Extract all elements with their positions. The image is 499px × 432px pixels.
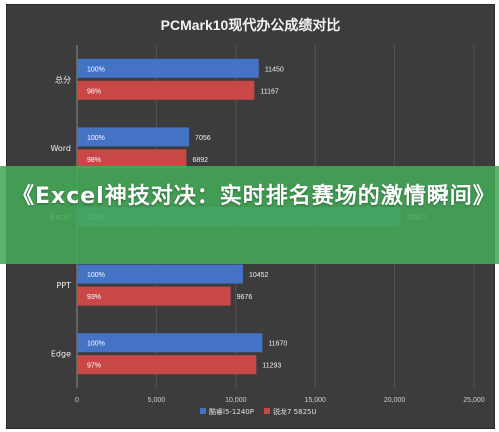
bar [77, 333, 263, 353]
x-tick-label: 15,000 [304, 397, 326, 404]
x-tick-label: 20,000 [384, 397, 406, 404]
category-label: 总分 [55, 74, 71, 84]
x-tick-label: 25,000 [463, 397, 485, 404]
legend-swatch [264, 408, 270, 414]
bar [77, 149, 187, 169]
bar [77, 127, 190, 147]
category-label: Word [50, 144, 71, 153]
bar-percent-label: 100% [87, 341, 105, 348]
category-label: PPT [56, 281, 71, 290]
legend-label: 酷睿i5-1240P [209, 407, 254, 416]
legend-label: 锐龙7 5825U [273, 407, 317, 416]
bar [77, 286, 231, 306]
x-tick-label: 0 [75, 397, 79, 404]
chart-title: PCMark10现代办公成绩对比 [160, 17, 341, 33]
bar [77, 264, 243, 284]
bar-percent-label: 93% [87, 294, 101, 301]
bar-value-label: 11670 [268, 341, 287, 348]
bar-value-label: 9676 [237, 294, 253, 301]
bar-percent-label: 97% [87, 363, 101, 370]
bar-percent-label: 98% [87, 157, 101, 164]
bar-percent-label: 100% [87, 66, 105, 73]
bar-percent-label: 100% [87, 135, 105, 142]
bar-percent-label: 98% [87, 88, 101, 95]
overlay-banner: 《Excel神技对决：实时排名赛场的激情瞬间》 [0, 166, 499, 264]
bar [77, 58, 259, 78]
bar-value-label: 11450 [265, 66, 284, 73]
bar-value-label: 11167 [260, 88, 279, 95]
category-label: Edge [51, 350, 71, 359]
bar-value-label: 7056 [195, 135, 211, 142]
bar-percent-label: 100% [87, 272, 105, 279]
legend-swatch [200, 408, 206, 414]
banner-title: 《Excel神技对决：实时排名赛场的激情瞬间》 [12, 184, 496, 209]
bar [77, 355, 257, 375]
bar-value-label: 11293 [262, 363, 281, 370]
x-tick-label: 5,000 [148, 397, 166, 404]
bar [77, 80, 255, 100]
bar-value-label: 10452 [249, 272, 269, 279]
bar-value-label: 6892 [192, 157, 208, 164]
x-tick-label: 10,000 [225, 397, 247, 404]
